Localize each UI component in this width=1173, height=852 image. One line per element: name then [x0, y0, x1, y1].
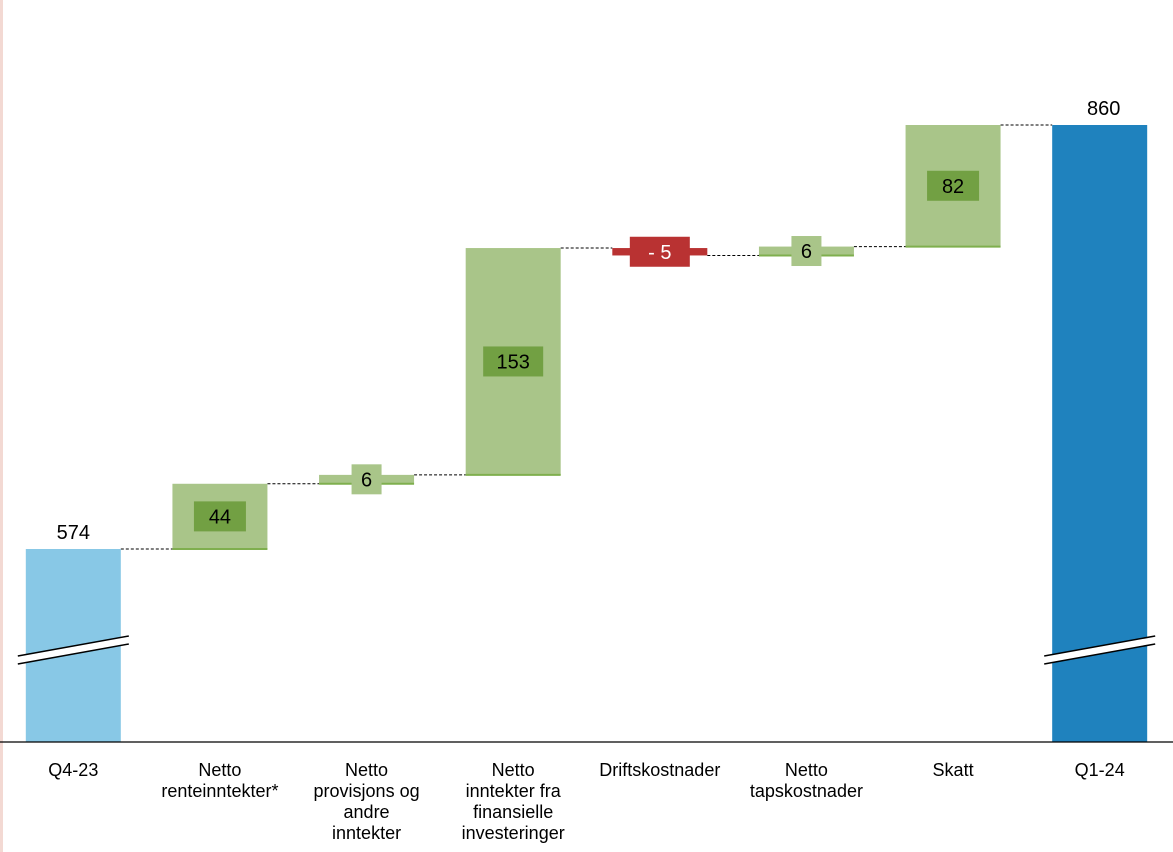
total-value-label-0: 574 — [57, 522, 90, 544]
delta-value-label-1: 44 — [209, 506, 231, 528]
axis-break-line-top-7 — [1044, 635, 1156, 657]
end-total-bar — [1052, 125, 1148, 742]
delta-label-box-2 — [351, 464, 382, 495]
category-label-3-line-1: inntekter fra — [466, 781, 562, 801]
delta-value-label-2: 6 — [361, 469, 372, 491]
delta-label-box-1 — [193, 501, 246, 532]
delta-value-label-4: - 5 — [648, 242, 671, 264]
left-edge-strip — [0, 0, 3, 852]
category-label-0-line-0: Q4-23 — [48, 760, 98, 780]
delta-value-label-6: 82 — [942, 176, 964, 198]
axis-break-line-bottom-0 — [17, 643, 129, 665]
category-label-5-line-1: tapskostnader — [750, 781, 863, 801]
category-label-2-line-1: provisjons og — [314, 781, 420, 801]
category-label-2-line-2: andre — [344, 802, 390, 822]
category-label-3-line-3: investeringer — [462, 823, 565, 843]
axis-break-line-bottom-7 — [1044, 643, 1156, 665]
axis-break-line-top-0 — [17, 635, 129, 657]
category-label-3-line-2: finansielle — [473, 802, 553, 822]
category-label-1-line-0: Netto — [198, 760, 241, 780]
delta-value-label-3: 153 — [497, 351, 530, 373]
total-value-label-7: 860 — [1087, 98, 1120, 120]
category-label-4-line-0: Driftskostnader — [599, 760, 720, 780]
category-label-2-line-0: Netto — [345, 760, 388, 780]
delta-label-box-6 — [927, 170, 980, 201]
axis-break-gap-0 — [17, 636, 129, 664]
delta-label-box-4 — [629, 236, 690, 267]
delta-value-label-5: 6 — [801, 241, 812, 263]
delta-label-box-3 — [483, 346, 544, 377]
axis-break-gap-7 — [1044, 636, 1156, 664]
category-label-2-line-3: inntekter — [332, 823, 401, 843]
delta-label-box-5 — [791, 236, 822, 267]
category-label-6-line-0: Skatt — [933, 760, 974, 780]
category-label-3-line-0: Netto — [492, 760, 535, 780]
category-label-1-line-1: renteinntekter* — [161, 781, 278, 801]
category-label-7-line-0: Q1-24 — [1075, 760, 1125, 780]
category-label-5-line-0: Netto — [785, 760, 828, 780]
